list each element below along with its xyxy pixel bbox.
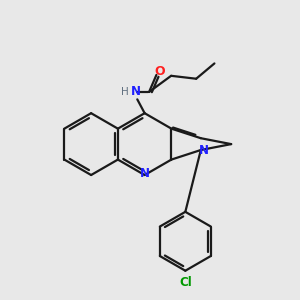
Text: O: O — [154, 65, 165, 79]
Text: N: N — [131, 85, 141, 98]
Text: N: N — [140, 167, 150, 180]
Text: N: N — [199, 143, 209, 157]
Text: Cl: Cl — [179, 276, 192, 289]
Text: H: H — [121, 87, 128, 97]
